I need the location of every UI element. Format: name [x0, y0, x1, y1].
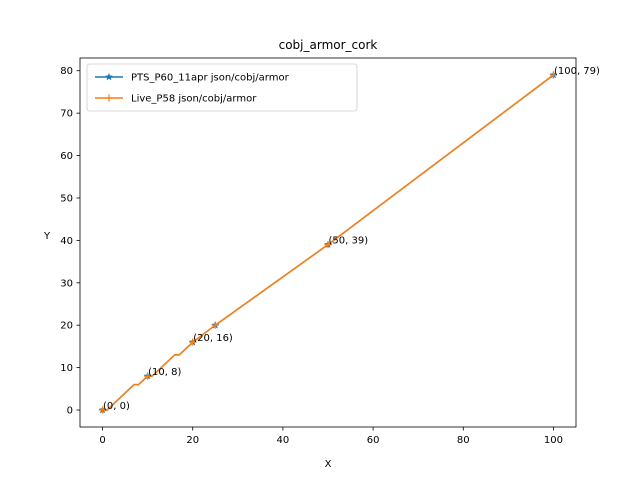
plot-area: (0, 0) (10, 8) (20, 16) (50, 39) (100, 79): [98, 66, 600, 414]
x-axis: 0 20 40 60 80 100: [99, 427, 563, 446]
legend-label: PTS_P60_11apr json/cobj/armor: [131, 73, 290, 84]
series-2: [98, 71, 558, 414]
y-tick-label: 30: [60, 278, 73, 289]
chart-title: cobj_armor_cork: [279, 38, 378, 52]
x-tick-label: 60: [367, 435, 380, 446]
point-annotation: (0, 0): [103, 401, 130, 412]
axes-frame: [79, 57, 577, 428]
x-tick-label: 80: [457, 435, 470, 446]
y-tick-label: 10: [60, 363, 73, 374]
point-annotation: (50, 39): [329, 236, 369, 247]
x-tick-label: 0: [99, 435, 105, 446]
x-tick-label: 20: [186, 435, 199, 446]
data-point: [144, 372, 152, 380]
y-tick-label: 40: [60, 236, 73, 247]
series-line: [102, 74, 554, 411]
point-annotation: (100, 79): [554, 66, 600, 77]
y-tick-label: 60: [60, 151, 73, 162]
y-axis: 0 10 20 30 40 50 60 70 80: [60, 66, 80, 417]
legend-item: PTS_P60_11apr json/cobj/armor: [95, 73, 290, 84]
legend: PTS_P60_11apr json/cobj/armor Live_P58 js…: [86, 63, 358, 112]
data-point: [104, 72, 114, 81]
data-point: [211, 321, 219, 329]
point-annotation: (10, 8): [148, 367, 181, 378]
data-point: [549, 71, 558, 79]
x-axis-label: X: [325, 459, 332, 470]
y-tick-label: 20: [60, 321, 73, 332]
y-tick-label: 50: [60, 193, 73, 204]
y-tick-label: 80: [60, 66, 73, 77]
legend-box: [86, 63, 358, 112]
data-point: [189, 338, 197, 346]
legend-item: Live_P58 json/cobj/armor: [95, 94, 257, 105]
x-tick-label: 100: [544, 435, 563, 446]
y-axis-label: Y: [43, 231, 51, 242]
data-point: [98, 406, 107, 414]
y-tick-label: 70: [60, 109, 73, 120]
point-annotation: (20, 16): [193, 333, 233, 344]
data-point: [324, 241, 332, 249]
data-point: [105, 94, 113, 102]
axes-spine: [79, 57, 577, 428]
y-tick-label: 0: [67, 406, 73, 417]
legend-label: Live_P58 json/cobj/armor: [131, 94, 257, 105]
x-tick-label: 40: [277, 435, 290, 446]
